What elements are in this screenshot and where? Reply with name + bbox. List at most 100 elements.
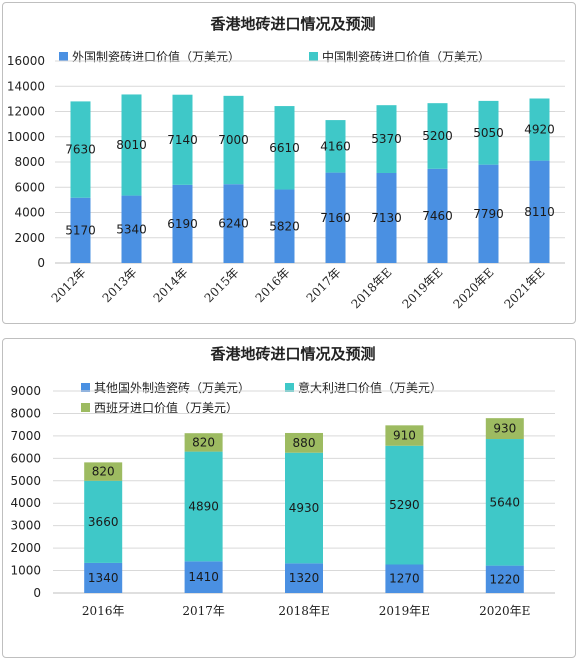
chart-panel-1: 香港地砖进口情况及预测外国制瓷砖进口价值（万美元） 中国制瓷砖进口价值（万美元） 0…	[2, 2, 576, 324]
bar-segment	[172, 184, 193, 263]
bar-segment	[529, 160, 550, 263]
x-tick-label: 2017年	[304, 265, 344, 305]
bar-segment	[121, 195, 142, 263]
data-label: 820	[92, 465, 115, 479]
data-label: 5820	[269, 219, 300, 233]
y-tick-label: 2000	[14, 231, 45, 245]
data-label: 880	[293, 436, 316, 450]
data-label: 7130	[371, 211, 402, 225]
data-label: 6240	[218, 217, 249, 231]
bar-segment	[223, 95, 244, 185]
x-tick-label: 2019年E	[399, 265, 445, 311]
data-label: 7140	[167, 133, 198, 147]
bar-segment	[84, 480, 123, 563]
y-tick-label: 8000	[10, 406, 41, 420]
x-tick-label: 2021年E	[501, 265, 547, 311]
bar-segment	[70, 197, 91, 263]
data-label: 1220	[490, 572, 521, 586]
data-label: 1410	[188, 570, 219, 584]
bar-segment	[285, 563, 323, 593]
bar-segment	[385, 564, 424, 593]
bar-segment	[427, 103, 448, 169]
data-label: 8010	[116, 138, 147, 152]
x-tick-label: 2020年E	[479, 604, 530, 618]
y-tick-label: 3000	[10, 519, 41, 533]
legend-label-3: 西班牙进口价值（万美元）	[94, 400, 238, 415]
bar-segment	[325, 120, 346, 173]
x-tick-label: 2020年E	[450, 265, 496, 311]
data-label: 5340	[116, 222, 147, 236]
bar-segment	[478, 164, 499, 263]
bar-segment	[274, 106, 295, 190]
legend-swatch-2	[285, 383, 294, 392]
bar-segment	[485, 418, 524, 440]
legend-label-2: 中国制瓷砖进口价值（万美元）	[322, 49, 490, 64]
bar-segment	[485, 439, 524, 566]
data-label: 7000	[218, 133, 249, 147]
data-label: 5200	[422, 129, 453, 143]
chart-title: 香港地砖进口情况及预测	[210, 345, 375, 363]
y-tick-label: 12000	[7, 105, 45, 119]
x-tick-label: 2012年	[49, 265, 89, 305]
bar-segment	[376, 105, 397, 173]
bar-segment	[70, 101, 91, 198]
bar-segment	[478, 100, 499, 165]
data-label: 910	[393, 429, 416, 443]
bar-segment	[84, 462, 123, 481]
bar-segment	[285, 452, 323, 564]
data-label: 7790	[473, 207, 504, 221]
bar-segment	[385, 425, 424, 446]
y-tick-label: 6000	[14, 180, 45, 194]
x-tick-label: 2016年	[82, 604, 125, 618]
y-tick-label: 16000	[7, 54, 45, 68]
data-label: 5050	[473, 126, 504, 140]
bar-segment	[485, 565, 524, 593]
legend-label-1: 外国制瓷砖进口价值（万美元）	[72, 49, 240, 64]
x-tick-label: 2014年	[151, 265, 191, 305]
bar-segment	[184, 433, 223, 452]
legend-swatch-3	[81, 403, 90, 412]
bar-segment	[427, 168, 448, 263]
y-tick-label: 0	[37, 256, 45, 270]
x-tick-label: 2016年	[253, 265, 293, 305]
data-label: 7160	[320, 211, 351, 225]
y-tick-label: 8000	[14, 155, 45, 169]
bar-segment	[325, 172, 346, 263]
y-tick-label: 1000	[10, 564, 41, 578]
chart-panel-2: 香港地砖进口情况及预测 其他国外制造瓷砖（万美元） 意大利进口价值（万美元） 西班牙进…	[2, 338, 576, 658]
data-label: 6190	[167, 217, 198, 231]
legend-swatch-2	[309, 52, 318, 61]
x-tick-label: 2017年	[182, 604, 225, 618]
data-label: 4890	[188, 499, 219, 513]
data-label: 5640	[490, 495, 521, 509]
bar-segment	[274, 189, 295, 263]
bar-segment	[529, 98, 550, 161]
y-tick-label: 14000	[7, 79, 45, 93]
bar-segment	[223, 184, 244, 263]
data-label: 820	[192, 435, 215, 449]
data-label: 5290	[389, 498, 420, 512]
y-tick-label: 5000	[10, 474, 41, 488]
data-label: 7460	[422, 209, 453, 223]
bar-segment	[172, 94, 193, 185]
y-tick-label: 9000	[10, 384, 41, 398]
y-tick-label: 2000	[10, 541, 41, 555]
x-tick-label: 2013年	[100, 265, 140, 305]
data-label: 1320	[289, 571, 320, 585]
bar-segment	[376, 172, 397, 263]
data-label: 1340	[88, 571, 119, 585]
legend-swatch-1	[81, 383, 90, 392]
chart-title: 香港地砖进口情况及预测	[210, 15, 375, 33]
data-label: 6610	[269, 141, 300, 155]
data-label: 5170	[65, 223, 96, 237]
data-label: 1270	[389, 572, 420, 586]
data-label: 5370	[371, 132, 402, 146]
legend-label-1: 其他国外制造瓷砖（万美元）	[94, 380, 250, 395]
bar-segment	[84, 562, 123, 593]
x-tick-label: 2018年E	[348, 265, 394, 311]
y-tick-label: 10000	[7, 130, 45, 144]
x-tick-label: 2019年E	[379, 604, 430, 618]
y-tick-label: 0	[33, 586, 41, 600]
